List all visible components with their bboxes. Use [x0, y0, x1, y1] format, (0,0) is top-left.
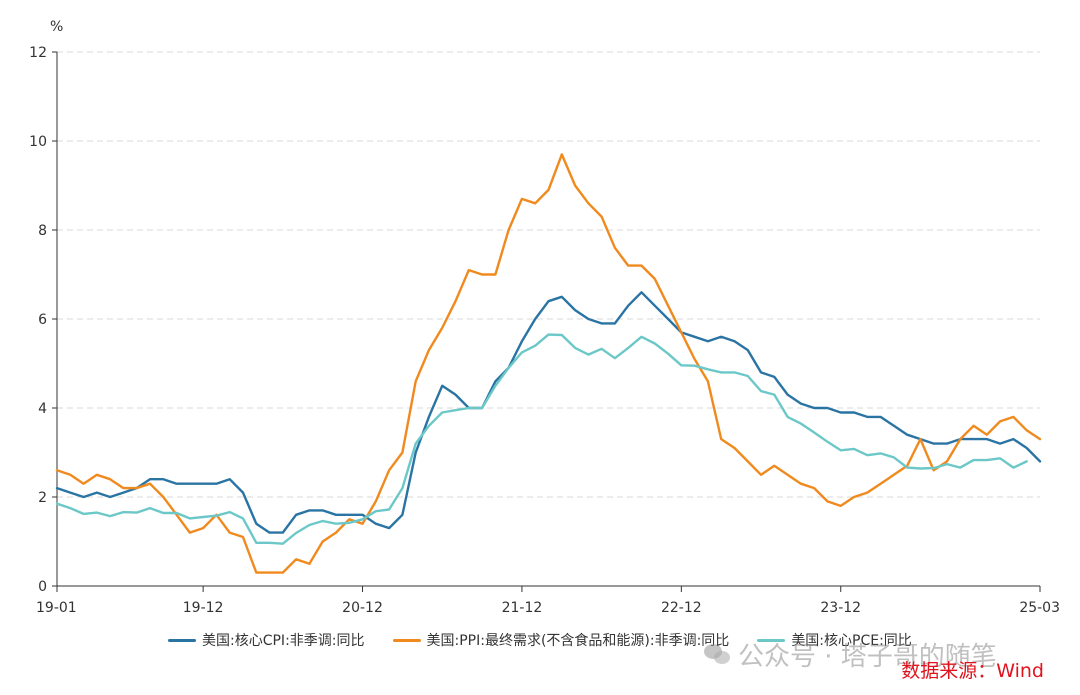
y-tick-label: 12: [29, 45, 47, 61]
y-tick-label: 2: [38, 490, 47, 506]
legend-item-core-cpi: 美国:核心CPI:非季调:同比: [168, 630, 365, 650]
axes: 0 2 4 6 8 10 12 19-01 19-12 20-12 21-12 22-12 23-12 2…: [29, 45, 1060, 616]
x-tick-label: 21-12: [502, 600, 543, 616]
legend-item-ppi: 美国:PPI:最终需求(不含食品和能源):非季调:同比: [392, 630, 730, 650]
series-lines: [55, 153, 1042, 574]
x-tick-label: 23-12: [820, 600, 861, 616]
x-tick-label: 19-12: [183, 600, 224, 616]
series-line-0: [55, 291, 1042, 534]
y-tick-label: 8: [38, 223, 47, 239]
watermark: 公众号 · 塔子哥的随笔: [704, 636, 997, 673]
gridlines: [57, 51, 1040, 498]
legend-swatch: [168, 638, 196, 642]
x-tick-label: 22-12: [661, 600, 702, 616]
y-tick-label: 4: [38, 401, 47, 417]
watermark-text: 公众号 · 塔子哥的随笔: [738, 642, 997, 672]
y-axis-unit: %: [50, 19, 63, 35]
legend-swatch: [392, 638, 421, 642]
series-line-1: [55, 153, 1042, 574]
wechat-icon: [704, 643, 732, 666]
legend: 美国:核心CPI:非季调:同比 美国:PPI:最终需求(不含食品和能源):非季调…: [168, 630, 912, 650]
legend-swatch: [757, 638, 786, 642]
x-tick-label: 19-01: [36, 600, 77, 616]
legend-label: 美国:核心PCE:同比: [791, 633, 912, 649]
data-source: 数据来源：Wind: [901, 660, 1044, 682]
y-tick-label: 10: [29, 134, 47, 150]
y-tick-label: 0: [38, 579, 47, 595]
x-tick-label: 25-03: [1019, 600, 1060, 616]
legend-label: 美国:核心CPI:非季调:同比: [202, 633, 365, 649]
legend-item-core-pce: 美国:核心PCE:同比: [757, 630, 912, 650]
legend-label: 美国:PPI:最终需求(不含食品和能源):非季调:同比: [426, 633, 730, 649]
x-tick-label: 20-12: [342, 600, 383, 616]
y-tick-label: 6: [38, 312, 47, 328]
series-line-2: [55, 333, 1028, 545]
